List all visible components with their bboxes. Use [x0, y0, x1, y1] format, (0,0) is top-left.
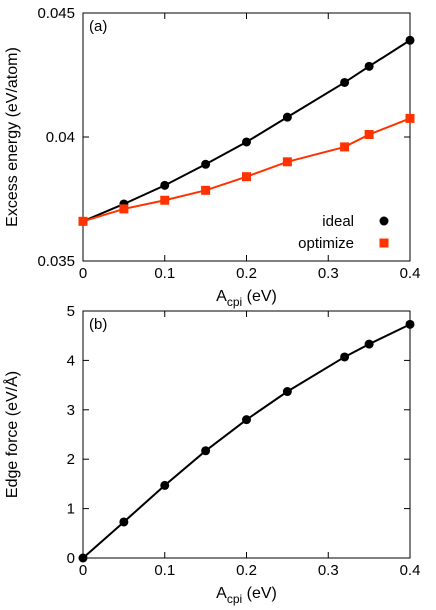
- x-tick-label: 0: [79, 562, 87, 579]
- data-point: [160, 180, 170, 190]
- data-point: [282, 387, 292, 397]
- y-tick-label: 0.04: [46, 129, 75, 146]
- legend-label: optimize: [298, 235, 354, 252]
- data-point: [405, 319, 415, 329]
- data-point: [160, 195, 170, 205]
- panel-a: 0 0.1 0.2 0.3 0.4 0.035 0.04 0.045 Acpi (eV) Exce…: [4, 5, 420, 309]
- y-axis-title: Edge force (eV/Å): [2, 371, 21, 498]
- x-tick-label: 0.2: [236, 265, 257, 282]
- plot-frame: [82, 12, 411, 262]
- x-tick-label: 0.4: [400, 265, 421, 282]
- y-tick-label: 1: [67, 501, 75, 518]
- data-point: [340, 352, 350, 362]
- data-point: [119, 517, 129, 527]
- panel-label: (a): [89, 18, 107, 35]
- y-axis-title: Excess energy (eV/atom): [4, 47, 21, 227]
- series-line: [82, 39, 411, 223]
- data-point: [340, 77, 350, 87]
- data-point: [201, 446, 211, 456]
- x-tick-label: 0: [79, 265, 87, 282]
- y-tick-label: 2: [67, 451, 75, 468]
- legend-marker: [379, 238, 389, 248]
- y-tick-label: 0: [67, 550, 75, 567]
- data-point: [364, 339, 374, 349]
- x-axis-title: Acpi (eV): [216, 288, 277, 309]
- x-tick-label: 0.3: [318, 265, 339, 282]
- x-tick-label: 0.2: [236, 562, 257, 579]
- data-point: [242, 137, 251, 147]
- data-point: [340, 142, 350, 152]
- y-tick-label: 0.045: [37, 5, 75, 22]
- x-tick-label: 0.4: [400, 562, 421, 579]
- y-tick-label: 3: [67, 402, 75, 419]
- data-point: [364, 61, 374, 71]
- data-point: [119, 204, 129, 214]
- y-tick-label: 0.035: [37, 253, 75, 270]
- data-point: [201, 185, 211, 195]
- x-tick-label: 0.1: [154, 265, 175, 282]
- data-point: [282, 157, 292, 167]
- series-line: [82, 323, 411, 559]
- data-point: [201, 159, 211, 169]
- data-point: [160, 480, 170, 490]
- data-point: [364, 130, 374, 140]
- data-point: [78, 553, 88, 563]
- data-point: [282, 112, 292, 122]
- data-point: [242, 415, 251, 425]
- x-tick-label: 0.1: [154, 562, 175, 579]
- y-tick-label: 4: [67, 352, 75, 369]
- data-point: [242, 172, 251, 182]
- data-point: [405, 113, 415, 123]
- series-line: [82, 117, 411, 223]
- x-axis-title: Acpi (eV): [216, 585, 277, 606]
- x-tick-label: 0.3: [318, 562, 339, 579]
- data-point: [78, 216, 88, 226]
- data-point: [405, 35, 415, 45]
- panel-label: (b): [89, 316, 107, 333]
- y-tick-label: 5: [67, 303, 75, 320]
- legend-marker: [379, 216, 389, 226]
- panel-b: 0 0.1 0.2 0.3 0.4 0 1 2 3 4 5 Acpi (eV) Edge force (…: [2, 303, 420, 606]
- legend-label: ideal: [322, 213, 354, 230]
